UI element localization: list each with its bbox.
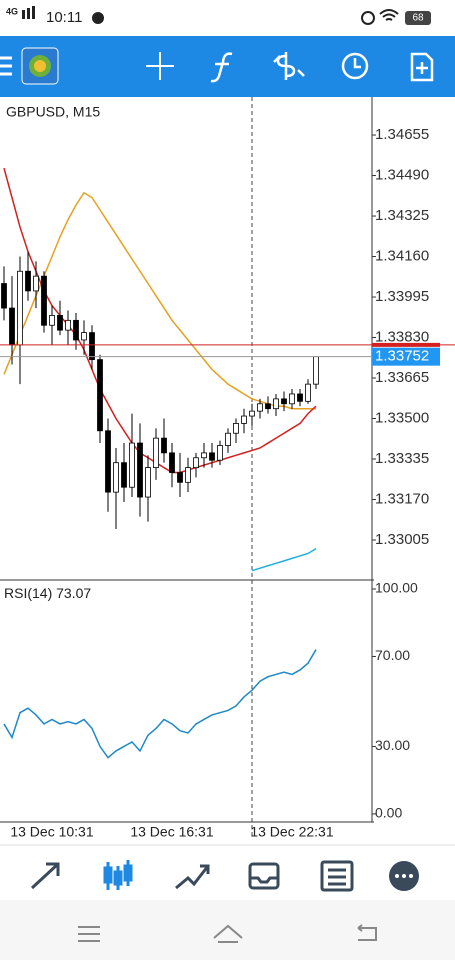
candle-body xyxy=(313,356,319,385)
y-tick-label: 1.34655 xyxy=(375,126,429,143)
home-key[interactable] xyxy=(213,924,243,943)
y-tick-label: 1.33995 xyxy=(375,288,429,305)
candle-body xyxy=(185,467,191,483)
y-tick-label: 1.33500 xyxy=(375,409,429,426)
chat-tab[interactable] xyxy=(389,861,419,891)
crosshair-button[interactable] xyxy=(146,52,174,80)
battery: 68 xyxy=(412,13,424,24)
y-tick-label: 1.33005 xyxy=(375,531,429,548)
indicator-line xyxy=(3,191,316,410)
ask-marker xyxy=(372,342,440,347)
y-tick-label: 1.33170 xyxy=(375,490,429,507)
x-tick-label: 13 Dec 22:31 xyxy=(250,824,333,840)
candle-body xyxy=(281,398,287,405)
y-tick-label: 1.33665 xyxy=(375,369,429,386)
candle-body xyxy=(177,472,183,483)
candle-body xyxy=(265,403,271,410)
candle-body xyxy=(169,452,175,473)
quotes-tab[interactable] xyxy=(30,862,60,890)
candle-body xyxy=(97,359,103,432)
y-tick-label: 30.00 xyxy=(375,737,410,753)
candle-body xyxy=(201,452,207,459)
candle-body xyxy=(81,332,87,341)
x-tick-label: 13 Dec 10:31 xyxy=(10,824,93,840)
candle-body xyxy=(241,415,247,424)
symbol-title: GBPUSD, M15 xyxy=(6,104,100,120)
rsi-line xyxy=(3,649,317,759)
candle-body xyxy=(113,462,119,493)
trade-tab[interactable] xyxy=(175,864,210,890)
candle-body xyxy=(193,457,199,468)
candle-body xyxy=(145,467,151,498)
menu-key[interactable] xyxy=(78,926,100,942)
indicators-button[interactable] xyxy=(210,52,233,83)
y-tick-label: 1.33830 xyxy=(375,328,429,345)
history-tab[interactable] xyxy=(248,862,280,890)
candle-body xyxy=(209,452,215,461)
y-tick-label: 1.34490 xyxy=(375,167,429,184)
y-tick-label: 0.00 xyxy=(375,805,402,821)
candle-body xyxy=(137,442,143,498)
candle-body xyxy=(225,432,231,446)
news-tab[interactable] xyxy=(320,860,354,892)
y-tick-label: 100.00 xyxy=(375,580,418,596)
y-tick-label: 1.34160 xyxy=(375,247,429,264)
system-nav xyxy=(0,900,455,960)
candle-body xyxy=(153,437,159,468)
x-tick-label: 13 Dec 16:31 xyxy=(130,824,213,840)
candle-body xyxy=(1,283,7,309)
menu-button[interactable] xyxy=(0,56,12,76)
clock: 10:11 xyxy=(46,9,82,26)
indicator-line xyxy=(3,167,317,474)
last-price-box xyxy=(372,347,440,366)
candle-body xyxy=(305,383,311,402)
candle-body xyxy=(161,437,167,454)
candle-body xyxy=(33,275,39,292)
rsi-title: RSI(14) 73.07 xyxy=(4,585,91,601)
candle-body xyxy=(233,423,239,434)
back-key[interactable] xyxy=(357,924,377,941)
candle-body xyxy=(17,270,23,346)
new-order-button[interactable] xyxy=(410,52,434,82)
chart-tab[interactable] xyxy=(103,860,133,890)
y-tick-label: 70.00 xyxy=(375,647,410,663)
last-price-label: 1.33752 xyxy=(375,348,429,365)
candle-body xyxy=(25,270,31,292)
candle-body xyxy=(105,430,111,493)
rsi-name: RSI(14) xyxy=(4,585,52,601)
candle-body xyxy=(57,315,63,331)
toolbar xyxy=(0,36,455,97)
candle-body xyxy=(9,307,15,346)
trade-button[interactable] xyxy=(273,52,305,80)
candle-body xyxy=(257,403,263,412)
y-tick-label: 1.33335 xyxy=(375,450,429,467)
candle-body xyxy=(297,393,303,402)
candle-body xyxy=(89,332,95,361)
status-bar: 4G 10:11 68 xyxy=(6,6,431,26)
candle-body xyxy=(129,442,135,488)
y-tick-label: 1.34325 xyxy=(375,207,429,224)
candle-body xyxy=(49,315,55,326)
candle-body xyxy=(289,393,295,405)
rsi-last-value: 73.07 xyxy=(56,585,91,601)
candle-body xyxy=(41,275,47,326)
indicator-line xyxy=(251,547,317,572)
candle-body xyxy=(65,319,71,331)
app-icon[interactable] xyxy=(21,47,59,85)
candle-body xyxy=(273,398,279,410)
candle-body xyxy=(217,445,223,461)
candle-body xyxy=(121,462,127,488)
candle-body xyxy=(249,410,255,417)
chart-area: GBPUSD, M15 RSI(14) 73.07 xyxy=(0,97,374,838)
history-button[interactable] xyxy=(341,52,369,80)
candle-body xyxy=(73,319,79,341)
network: 4G xyxy=(6,6,18,16)
